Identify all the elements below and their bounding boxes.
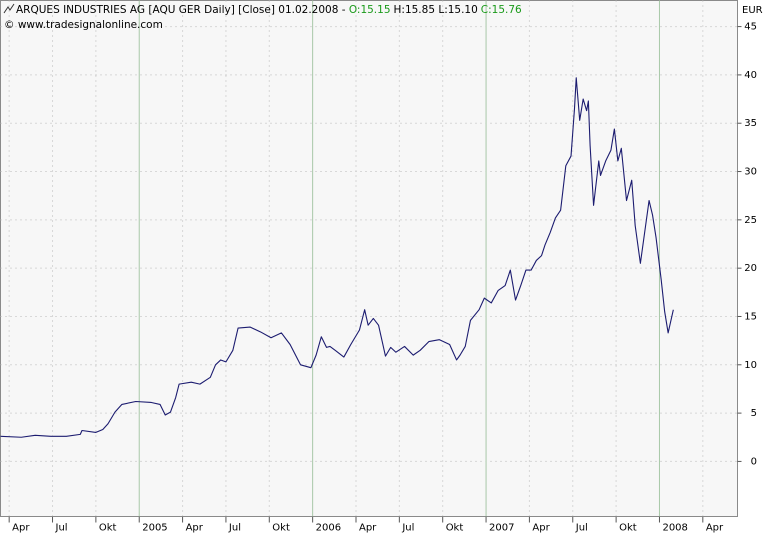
y-tick-label: 25 — [744, 215, 757, 226]
y-tick-label: 0 — [751, 456, 757, 467]
x-tick-label: 2005 — [142, 523, 167, 534]
x-tick-label: Okt — [446, 523, 464, 534]
y-tick-label: 20 — [744, 263, 757, 274]
y-tick-label: 30 — [744, 167, 757, 178]
copyright: © www.tradesignalonline.com — [4, 19, 163, 31]
x-tick-label: Jul — [575, 523, 588, 534]
x-tick-label: Jul — [401, 523, 414, 534]
y-tick-label: 10 — [744, 360, 757, 371]
plot-area — [0, 0, 738, 517]
x-tick-label: Jul — [228, 523, 241, 534]
chart-icon — [3, 3, 15, 14]
y-tick-label: 45 — [744, 22, 757, 33]
x-tick-label: Jul — [55, 523, 68, 534]
header: ARQUES INDUSTRIES AG [AQU GER Daily] [Cl… — [16, 4, 522, 16]
x-tick-label: 2006 — [316, 523, 341, 534]
high-low-values: H:15.85 L:15.10 — [394, 4, 478, 16]
x-tick-label: Okt — [272, 523, 290, 534]
x-tick-label: Apr — [706, 523, 724, 534]
close-value: C:15.76 — [481, 4, 522, 16]
x-tick-label: 2008 — [662, 523, 687, 534]
x-tick-label: Apr — [12, 523, 30, 534]
price-line — [0, 77, 674, 438]
x-tick-label: 2007 — [489, 523, 514, 534]
x-tick-label: Apr — [186, 523, 204, 534]
y-tick-label: 35 — [744, 118, 757, 129]
x-tick-label: Okt — [99, 523, 117, 534]
series — [0, 77, 674, 438]
x-tick-label: Okt — [619, 523, 637, 534]
x-tick-label: Apr — [532, 523, 550, 534]
x-tick-label: Apr — [359, 523, 377, 534]
y-tick-label: 5 — [751, 408, 757, 419]
y-tick-label: 15 — [744, 311, 757, 322]
chart-title: ARQUES INDUSTRIES AG [AQU GER Daily] [Cl… — [16, 4, 346, 16]
grid — [0, 0, 738, 517]
y-tick-label: 40 — [744, 70, 757, 81]
unit-label: EUR — [742, 5, 763, 16]
open-value: O:15.15 — [349, 4, 391, 16]
